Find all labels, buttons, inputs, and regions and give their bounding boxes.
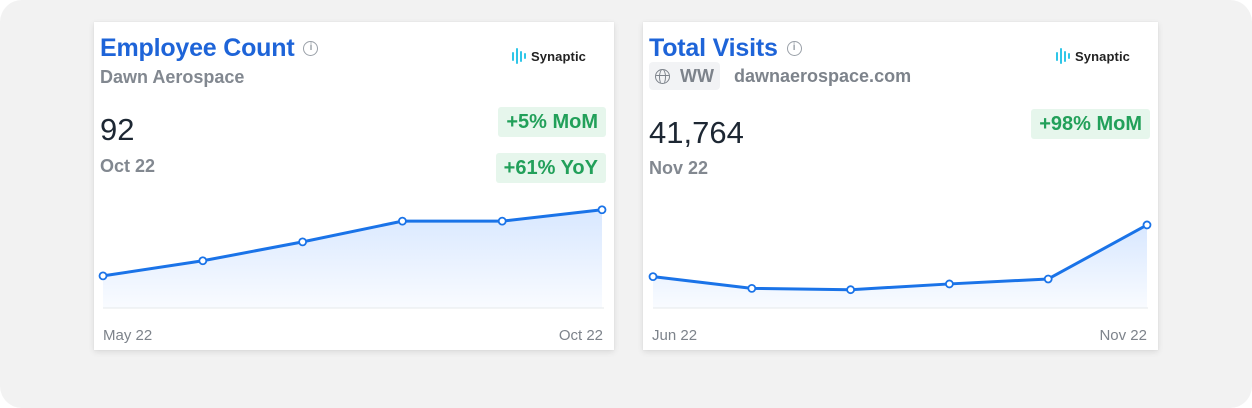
total-visits-chart	[648, 220, 1152, 309]
x-axis-end-label: Nov 22	[1099, 327, 1147, 344]
data-point[interactable]	[198, 256, 208, 266]
card-title: Employee Count	[100, 34, 295, 62]
region-selector[interactable]: WW	[649, 62, 720, 90]
employee-count-chart	[98, 205, 607, 309]
employee-count-date: Oct 22	[100, 156, 156, 176]
x-axis-start-label: Jun 22	[652, 327, 698, 344]
brand-name: Synaptic	[531, 48, 586, 64]
brand-logo: Synaptic	[1056, 48, 1130, 64]
domain-label: dawnaerospace.com	[734, 66, 912, 86]
info-icon[interactable]: i	[786, 41, 802, 56]
employee-count-header: Employee Count i	[100, 34, 319, 63]
synaptic-logo-icon	[512, 48, 526, 64]
mom-badge: +5% MoM	[498, 107, 606, 137]
mom-badge: +98% MoM	[1031, 109, 1150, 139]
data-point[interactable]	[1043, 274, 1053, 284]
data-point[interactable]	[98, 271, 108, 281]
card-title: Total Visits	[649, 34, 778, 62]
data-point[interactable]	[944, 279, 954, 289]
synaptic-logo-icon	[1056, 48, 1070, 64]
globe-icon	[655, 68, 670, 84]
x-axis-end-label: Oct 22	[558, 327, 603, 344]
brand-logo: Synaptic	[512, 48, 586, 64]
series-line	[652, 223, 1148, 292]
yoy-badge: +61% YoY	[495, 153, 606, 183]
info-icon[interactable]: i	[303, 41, 319, 56]
employee-count-card: Employee Count i Dawn Aerospace Synaptic…	[94, 22, 614, 350]
data-point[interactable]	[747, 283, 757, 293]
data-point[interactable]	[397, 216, 407, 226]
data-point[interactable]	[298, 237, 308, 247]
total-visits-date: Nov 22	[649, 158, 709, 178]
x-axis-start-label: May 22	[103, 327, 153, 344]
brand-name: Synaptic	[1075, 48, 1130, 64]
data-point[interactable]	[846, 285, 856, 295]
company-name: Dawn Aerospace	[100, 67, 245, 87]
data-point[interactable]	[497, 216, 507, 226]
total-visits-value: 41,764	[649, 115, 744, 150]
employee-count-value: 92	[100, 112, 135, 147]
total-visits-card: Total Visits i WW dawnaerospace.com Syna…	[643, 22, 1158, 350]
series-line	[102, 208, 603, 278]
total-visits-header: Total Visits i	[649, 34, 802, 63]
region-label: WW	[680, 65, 714, 86]
data-point[interactable]	[597, 205, 607, 215]
series-area	[103, 209, 602, 308]
data-point[interactable]	[648, 272, 658, 282]
series-area	[653, 224, 1147, 308]
data-point[interactable]	[1142, 220, 1152, 230]
